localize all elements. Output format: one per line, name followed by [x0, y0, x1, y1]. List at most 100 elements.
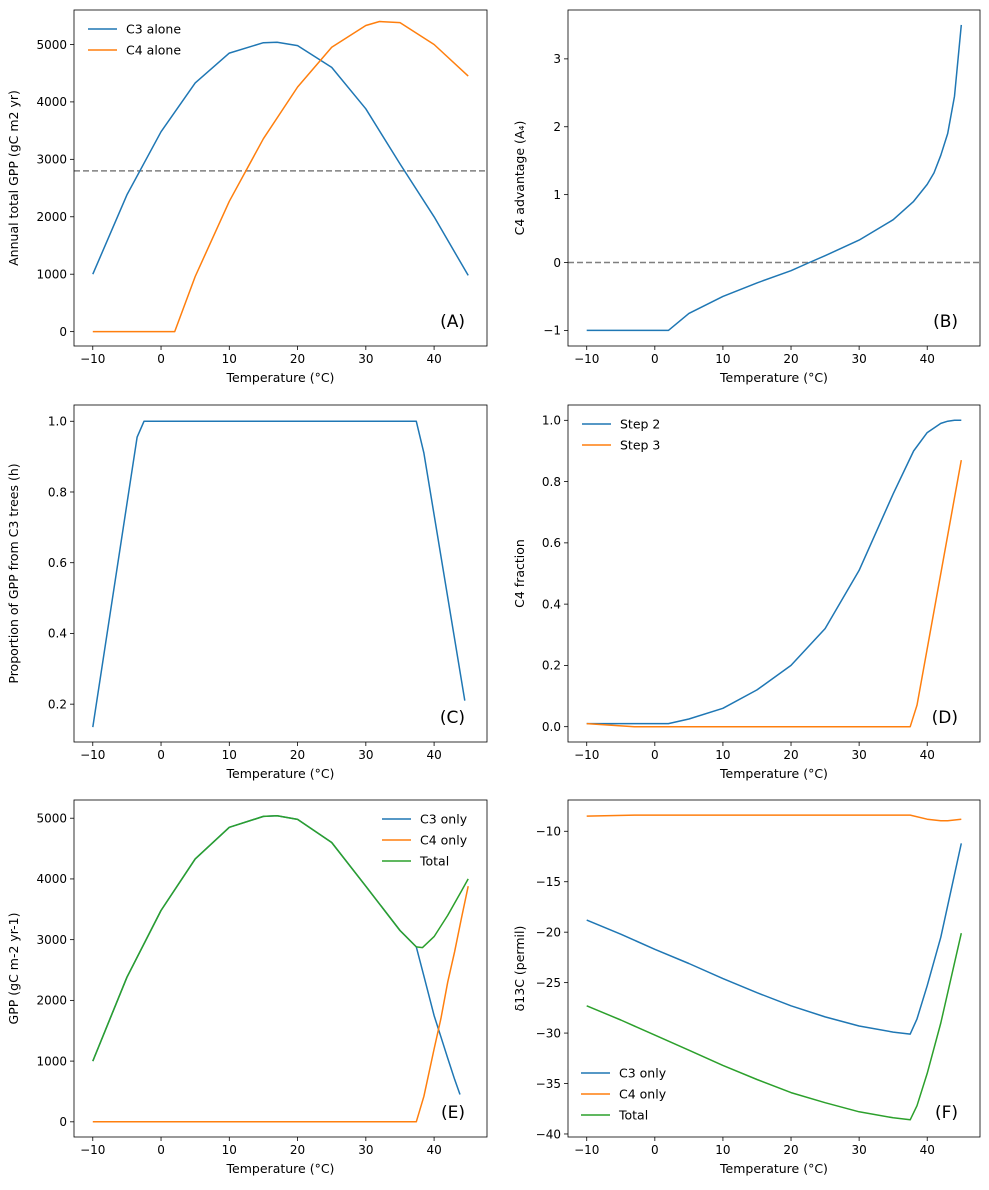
y-tick-label: 0 [59, 1115, 67, 1129]
series-line-c3-only [586, 843, 963, 1035]
y-axis-label: C4 fraction [512, 539, 527, 608]
y-axis-label: δ13C (permil) [512, 926, 527, 1012]
series-line-c4-alone [92, 20, 469, 333]
x-tick-label: 0 [157, 748, 165, 762]
x-tick-label: 10 [222, 748, 237, 762]
x-tick-label: 0 [157, 1143, 165, 1157]
y-tick-label: −15 [536, 875, 561, 889]
legend-label: C3 only [420, 812, 468, 827]
x-tick-label: 0 [651, 352, 659, 366]
x-tick-label: 40 [920, 1143, 935, 1157]
x-tick-label: 10 [222, 352, 237, 366]
x-tick-label: 0 [651, 1143, 659, 1157]
panel-label: (C) [440, 708, 465, 728]
x-tick-label: 20 [290, 748, 305, 762]
panel-label: (F) [935, 1103, 958, 1123]
y-axis-label: Proportion of GPP from C3 trees (h) [6, 463, 21, 683]
x-tick-label: 40 [920, 352, 935, 366]
legend-label: C4 only [420, 833, 468, 848]
y-tick-label: 0.4 [542, 597, 561, 611]
y-tick-label: 1000 [36, 1054, 67, 1068]
x-tick-label: 10 [715, 352, 730, 366]
y-axis-label: GPP (gC m-2 yr-1) [6, 913, 21, 1025]
y-tick-label: −35 [536, 1077, 561, 1091]
series-line-c3-alone [92, 41, 469, 276]
x-tick-label: 30 [358, 748, 373, 762]
y-tick-label: 4000 [36, 872, 67, 886]
x-tick-label: −10 [80, 1143, 105, 1157]
axes-frame [73, 9, 488, 347]
panel-f: −10 0 10 20 30 40 −40 −35 −30 −25 −20 −15 −10 Tempera… [512, 799, 981, 1176]
legend-label: Total [618, 1108, 648, 1123]
legend-label: Step 3 [620, 438, 660, 453]
panel-label: (E) [441, 1103, 465, 1123]
x-axis-label: Temperature (°C) [226, 1161, 335, 1176]
series-line-step-2 [586, 419, 962, 725]
axes-frame [567, 9, 981, 347]
y-axis-label: C4 advantage (A₄) [512, 121, 527, 236]
y-tick-label: 1 [553, 188, 561, 202]
x-axis-label: Temperature (°C) [226, 766, 335, 781]
panel-c: −10 0 10 20 30 40 0.2 0.4 0.6 0.8 1.0 Temperature (… [6, 404, 488, 781]
x-tick-label: 10 [222, 1143, 237, 1157]
legend-label: Total [419, 854, 449, 869]
x-tick-label: −10 [574, 1143, 599, 1157]
series-line-total [586, 933, 963, 1121]
series-line-0 [92, 420, 466, 728]
axes-frame [567, 799, 981, 1138]
legend-label: C4 alone [126, 43, 181, 58]
x-tick-label: −10 [574, 748, 599, 762]
y-tick-label: 0.4 [48, 627, 67, 641]
y-tick-label: 0.6 [542, 536, 561, 550]
y-tick-label: 2 [553, 120, 561, 134]
x-tick-label: −10 [574, 352, 599, 366]
y-axis-label: Annual total GPP (gC m2 yr) [6, 90, 21, 266]
x-tick-label: 20 [783, 748, 798, 762]
x-tick-label: 20 [783, 352, 798, 366]
y-tick-label: −25 [536, 976, 561, 990]
x-tick-label: −10 [80, 748, 105, 762]
panel-d: −10 0 10 20 30 40 0.0 0.2 0.4 0.6 0.8 1.0 Temperatur… [512, 404, 981, 781]
panel-label: (D) [932, 708, 958, 728]
axes-frame [567, 404, 981, 743]
axes-frame [73, 799, 488, 1138]
y-tick-label: −1 [543, 324, 561, 338]
panel-a: −10 0 10 20 30 40 0 1000 2000 3000 4000 5000 Tempera… [6, 9, 488, 385]
legend-label: C3 only [619, 1066, 667, 1081]
x-tick-label: 20 [783, 1143, 798, 1157]
legend-label: C4 only [619, 1087, 667, 1102]
y-tick-label: 2000 [36, 994, 67, 1008]
x-axis-label: Temperature (°C) [719, 370, 828, 385]
y-tick-label: 0 [553, 256, 561, 270]
panel-label: (A) [440, 312, 465, 332]
y-tick-label: 1.0 [542, 414, 561, 428]
x-tick-label: −10 [80, 352, 105, 366]
panel-label: (B) [933, 312, 958, 332]
x-axis-label: Temperature (°C) [226, 370, 335, 385]
series-line-total [92, 815, 469, 1062]
y-tick-label: 0.2 [542, 659, 561, 673]
series-line-0 [586, 24, 963, 332]
x-tick-label: 20 [290, 352, 305, 366]
x-axis-label: Temperature (°C) [719, 1161, 828, 1176]
y-tick-label: 4000 [36, 95, 67, 109]
series-line-step-3 [586, 459, 963, 728]
x-tick-label: 10 [715, 1143, 730, 1157]
y-tick-label: 3000 [36, 933, 67, 947]
x-tick-label: 40 [426, 352, 441, 366]
series-line-c4-only [92, 886, 469, 1123]
x-tick-label: 30 [851, 748, 866, 762]
series-line-c4-only [586, 814, 962, 822]
x-tick-label: 30 [358, 1143, 373, 1157]
x-tick-label: 0 [157, 352, 165, 366]
y-tick-label: −40 [536, 1127, 561, 1141]
y-tick-label: −10 [536, 825, 561, 839]
legend-label: C3 alone [126, 22, 181, 37]
y-tick-label: 0.2 [48, 697, 67, 711]
x-axis-label: Temperature (°C) [719, 766, 828, 781]
y-tick-label: 0.8 [48, 485, 67, 499]
y-tick-label: 1.0 [48, 415, 67, 429]
y-tick-label: −30 [536, 1026, 561, 1040]
